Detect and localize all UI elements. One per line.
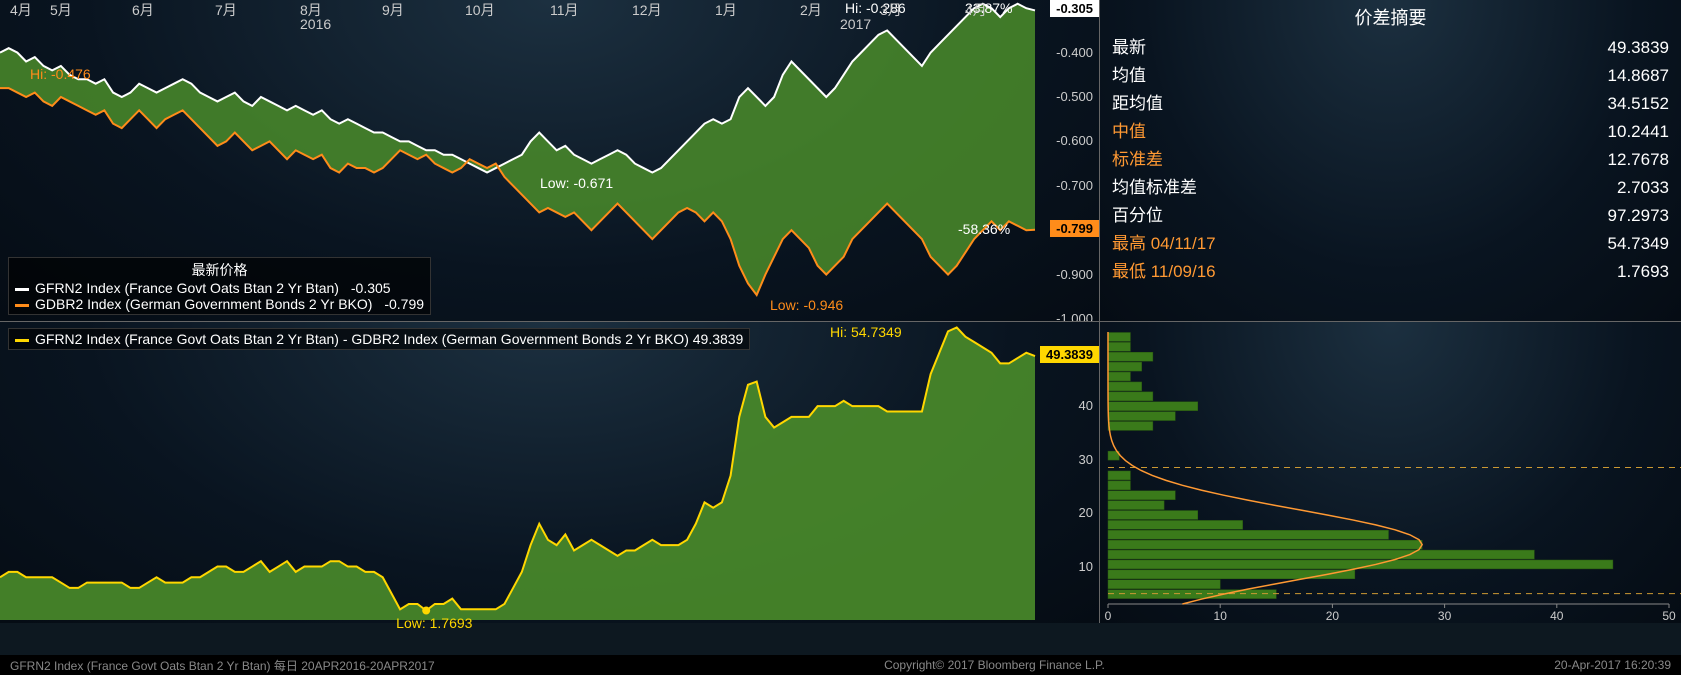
summary-row: 中值10.2441 xyxy=(1112,118,1669,146)
price-tag-white: -0.305 xyxy=(1050,0,1099,17)
y-tick: 40 xyxy=(1079,398,1093,413)
bottom-chart-svg xyxy=(0,322,1100,624)
svg-text:0: 0 xyxy=(1105,609,1112,623)
price-tag-orange: -0.799 xyxy=(1050,220,1099,237)
x-tick: 7月 xyxy=(215,0,237,20)
svg-text:40: 40 xyxy=(1550,609,1564,623)
histogram-svg: 0 10 20 30 40 50 xyxy=(1100,322,1681,624)
summary-row: 最低 11/09/161.7693 xyxy=(1112,258,1669,286)
svg-text:30: 30 xyxy=(1438,609,1452,623)
summary-row: 均值14.8687 xyxy=(1112,62,1669,90)
x-year: 2017 xyxy=(840,16,871,32)
legend-row: GFRN2 Index (France Govt Oats Btan 2 Yr … xyxy=(15,280,424,296)
summary-row: 百分位97.2973 xyxy=(1112,202,1669,230)
y-tick: -0.700 xyxy=(1056,178,1093,193)
svg-text:20: 20 xyxy=(1326,609,1340,623)
footer-left: GFRN2 Index (France Govt Oats Btan 2 Yr … xyxy=(10,657,435,674)
x-tick: 4月 xyxy=(10,0,32,20)
y-tick: 30 xyxy=(1079,452,1093,467)
summary-row: 距均值34.5152 xyxy=(1112,90,1669,118)
summary-row: 均值标准差2.7033 xyxy=(1112,174,1669,202)
hi-orange-label: Hi: -0.476 xyxy=(30,66,91,82)
summary-row: 标准差12.7678 xyxy=(1112,146,1669,174)
low-white-label: Low: -0.671 xyxy=(540,175,613,191)
y-tick: -0.900 xyxy=(1056,267,1093,282)
x-tick: 2月 xyxy=(800,0,822,20)
low-orange-label: Low: -0.946 xyxy=(770,297,843,313)
summary-title: 价差摘要 xyxy=(1112,4,1669,30)
pct-bot: -58.36% xyxy=(958,221,1010,237)
low-label: Low: 1.7693 xyxy=(396,615,472,631)
x-tick: 12月 xyxy=(632,0,662,20)
summary-panel: 价差摘要 最新49.3839均值14.8687距均值34.5152中值10.24… xyxy=(1100,0,1681,321)
hi-label: Hi: 54.7349 xyxy=(830,324,902,340)
x-tick: 9月 xyxy=(382,0,404,20)
x-tick: 5月 xyxy=(50,0,72,20)
x-axis: 4月5月6月7月8月9月10月11月12月1月2月3月4月20162017 xyxy=(0,623,1681,655)
y-tick: 20 xyxy=(1079,505,1093,520)
y-tick: -0.400 xyxy=(1056,45,1093,60)
x-tick: 6月 xyxy=(132,0,154,20)
summary-row: 最新49.3839 xyxy=(1112,34,1669,62)
x-tick: 11月 xyxy=(550,0,579,20)
svg-text:10: 10 xyxy=(1214,609,1228,623)
x-tick: 10月 xyxy=(465,0,495,20)
footer-right: 20-Apr-2017 16:20:39 xyxy=(1554,658,1671,672)
footer-mid: Copyright© 2017 Bloomberg Finance L.P. xyxy=(884,658,1105,672)
x-tick: 4月 xyxy=(965,0,987,20)
x-tick: 3月 xyxy=(880,0,902,20)
x-tick: 1月 xyxy=(715,0,737,20)
histogram[interactable]: 0 10 20 30 40 50 xyxy=(1100,321,1681,623)
summary-row: 最高 04/11/1754.7349 xyxy=(1112,230,1669,258)
bottom-chart[interactable]: 1020304049.3839 Hi: 54.7349Low: 1.7693 G… xyxy=(0,321,1100,623)
footer: GFRN2 Index (France Govt Oats Btan 2 Yr … xyxy=(0,655,1681,675)
y-tick: -0.500 xyxy=(1056,89,1093,104)
y-tick: 10 xyxy=(1079,559,1093,574)
legend-row: GDBR2 Index (German Government Bonds 2 Y… xyxy=(15,296,424,312)
x-year: 2016 xyxy=(300,16,331,32)
svg-text:50: 50 xyxy=(1662,609,1676,623)
bottom-legend: GFRN2 Index (France Govt Oats Btan 2 Yr … xyxy=(8,328,750,350)
price-tag-yellow: 49.3839 xyxy=(1040,346,1099,363)
y-tick: -0.600 xyxy=(1056,133,1093,148)
top-chart[interactable]: -0.400-0.500-0.600-0.700-0.800-0.900-1.0… xyxy=(0,0,1100,321)
top-legend: 最新价格GFRN2 Index (France Govt Oats Btan 2… xyxy=(8,257,431,315)
